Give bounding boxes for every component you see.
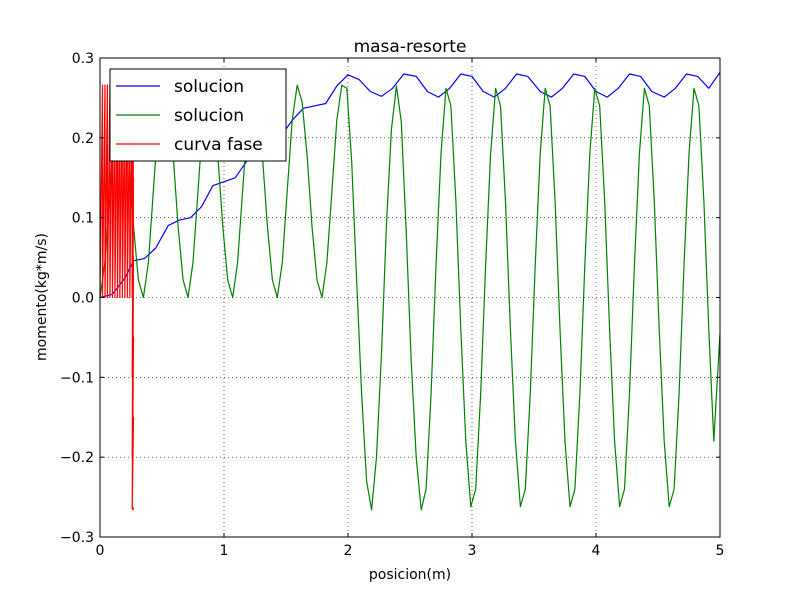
x-tick-label-5: 5 xyxy=(716,543,725,559)
y-tick-label-2: −0.1 xyxy=(60,370,94,386)
series-line-0 xyxy=(99,72,721,299)
x-tick-label-3: 3 xyxy=(468,543,477,559)
x-tick-label-4: 4 xyxy=(592,543,601,559)
y-tick-label-3: 0.0 xyxy=(72,291,94,307)
y-tick-label-0: −0.3 xyxy=(60,530,94,546)
x-tick-label-2: 2 xyxy=(344,543,353,559)
ticks: 0 1 2 3 4 5 −0.3 −0.2 −0.1 0.0 0.1 0.2 0.3 xyxy=(60,51,724,559)
y-axis-label: momento(kg*m/s) xyxy=(34,233,50,361)
x-tick-label-1: 1 xyxy=(220,543,229,559)
y-tick-label-4: 0.1 xyxy=(72,211,94,227)
chart-title: masa-resorte xyxy=(354,37,467,57)
legend-label-1: solucion xyxy=(174,106,244,126)
x-axis-label: posicion(m) xyxy=(369,567,451,583)
series-line-2 xyxy=(99,84,135,511)
legend: solucion solucion curva fase xyxy=(109,68,287,162)
x-tick-label-0: 0 xyxy=(96,543,105,559)
legend-label-0: solucion xyxy=(174,77,244,97)
y-tick-label-5: 0.2 xyxy=(72,131,94,147)
legend-label-2: curva fase xyxy=(174,135,263,155)
y-tick-label-6: 0.3 xyxy=(72,51,94,67)
y-tick-label-1: −0.2 xyxy=(60,450,94,466)
